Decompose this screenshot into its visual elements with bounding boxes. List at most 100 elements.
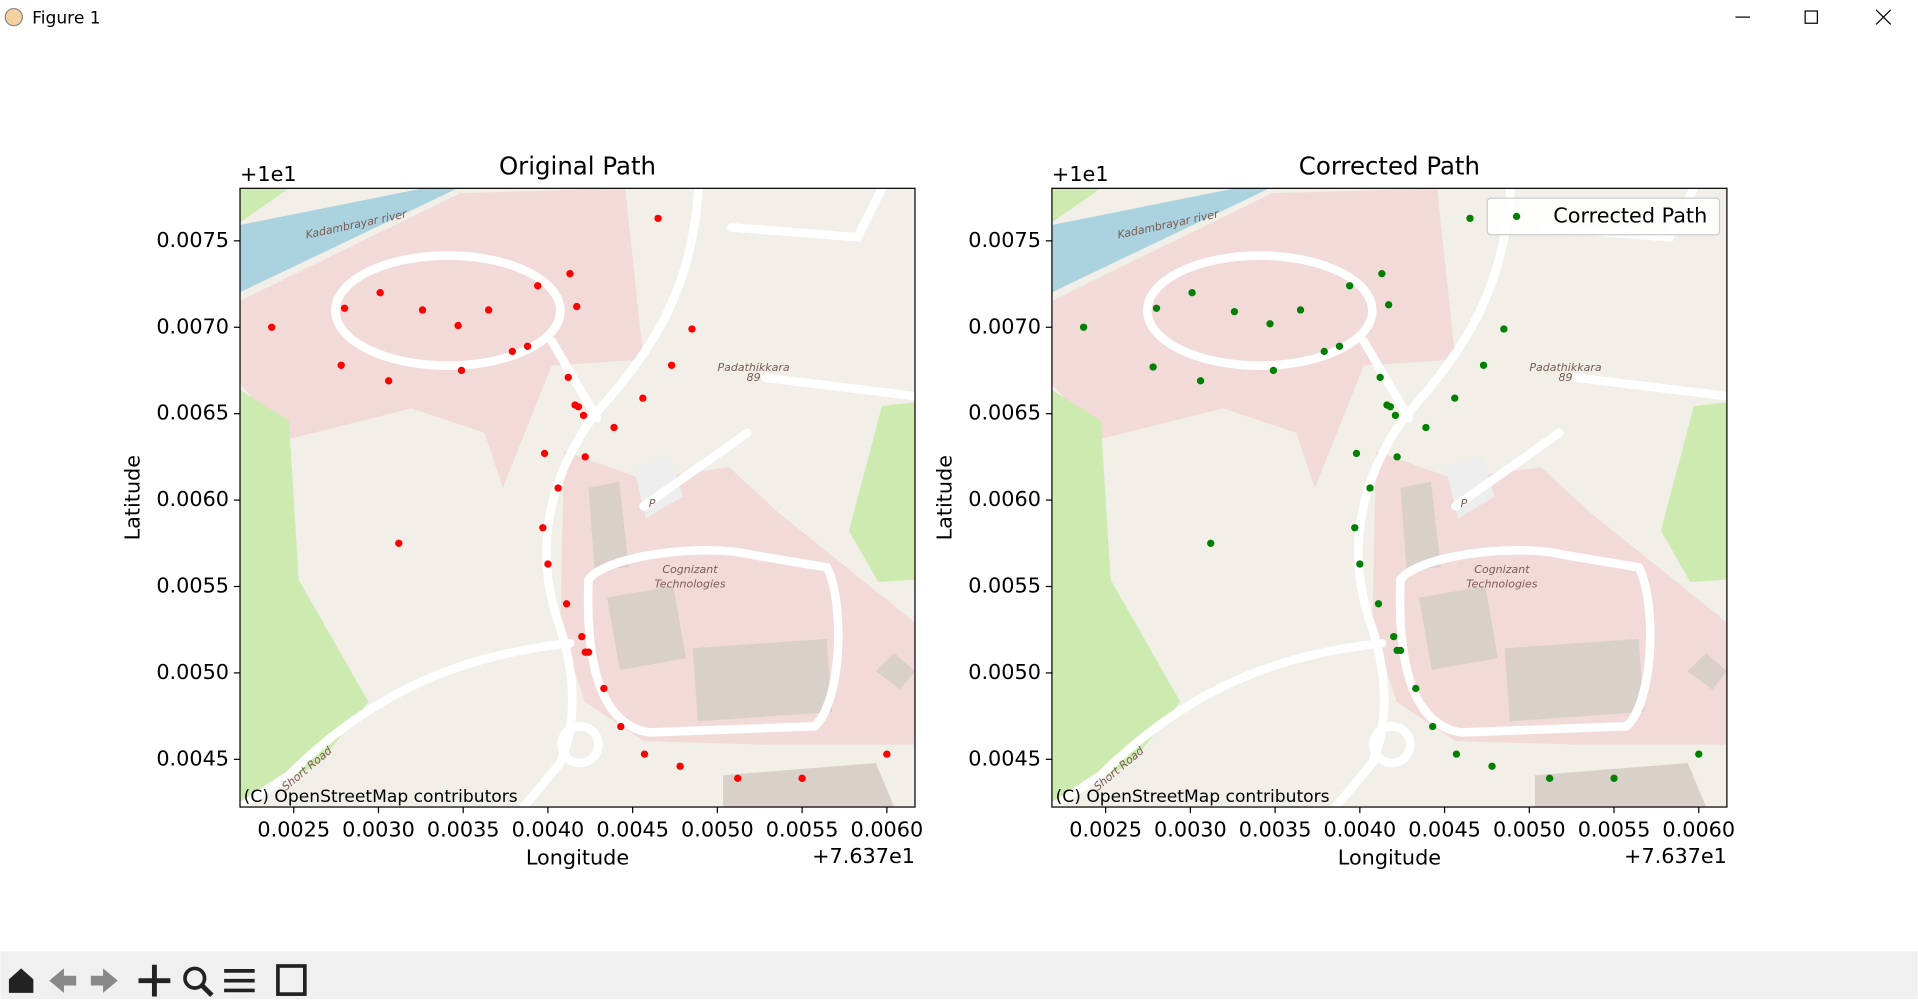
y-tick-label: 0.0045 (968, 746, 1041, 770)
point (1335, 342, 1344, 350)
home-button[interactable] (8, 968, 34, 993)
forward-button[interactable] (90, 968, 118, 993)
point (1152, 304, 1161, 312)
point (544, 560, 552, 568)
point (688, 325, 696, 333)
attribution: (C) OpenStreetMap contributors (1056, 787, 1330, 807)
point (1356, 560, 1364, 568)
x-tick-label: 0.0055 (1578, 817, 1651, 841)
point (734, 774, 742, 783)
point (457, 366, 466, 375)
point (1296, 306, 1305, 314)
point (584, 648, 593, 656)
pan-button[interactable] (138, 964, 171, 997)
x-tick-label: 0.0035 (1239, 817, 1312, 841)
y-tick-label: 0.0055 (968, 573, 1041, 597)
zoom-button[interactable] (183, 966, 214, 998)
point (667, 361, 676, 369)
point (654, 214, 662, 223)
point (1451, 394, 1459, 402)
point (539, 524, 547, 532)
y-tick-label: 0.0055 (156, 573, 229, 597)
map-label: Cognizant (662, 563, 718, 576)
x-tick-label: 0.0040 (1324, 817, 1397, 841)
y-tick-label: 0.0070 (156, 314, 229, 338)
point (484, 306, 493, 314)
attribution: (C) OpenStreetMap contributors (244, 787, 518, 807)
axes-frame (1051, 187, 1728, 808)
point (581, 453, 589, 461)
point (1545, 774, 1554, 783)
maximize-button[interactable] (1804, 10, 1818, 24)
x-tick-label: 0.0050 (681, 817, 754, 841)
point (1374, 600, 1383, 608)
y-axis-label: Latitude (121, 455, 145, 540)
y-offset-label: +1e1 (240, 162, 297, 186)
map-label: Padathikkara (1529, 361, 1601, 374)
point (1488, 762, 1496, 770)
point (376, 289, 384, 297)
legend-marker (1512, 212, 1521, 221)
y-tick-label: 0.0075 (156, 228, 229, 252)
x-tick-label: 0.0025 (1069, 817, 1142, 841)
point (676, 762, 684, 770)
back-button[interactable] (49, 968, 77, 993)
configure-button[interactable] (224, 969, 255, 993)
y-tick-label: 0.0060 (968, 487, 1041, 511)
y-offset-label: +1e1 (1052, 162, 1109, 186)
point (1429, 722, 1437, 731)
point (534, 282, 542, 290)
map-label: Technologies (1466, 577, 1537, 590)
y-tick-label: 0.0065 (156, 401, 229, 425)
point (1320, 347, 1328, 356)
x-offset-label: +7.637e1 (812, 844, 915, 868)
point (1079, 323, 1088, 331)
chart-title: Corrected Path (1299, 152, 1480, 181)
point (1366, 484, 1374, 492)
point (268, 323, 276, 331)
axes-frame (239, 187, 916, 808)
point (1376, 373, 1384, 382)
x-tick-label: 0.0025 (257, 817, 330, 841)
point (579, 411, 588, 420)
point (1384, 301, 1393, 309)
legend-label: Corrected Path (1553, 203, 1707, 227)
y-tick-label: 0.0060 (156, 487, 229, 511)
x-offset-label: +7.637e1 (1624, 844, 1727, 868)
point (1269, 366, 1278, 375)
close-button[interactable] (1875, 9, 1892, 25)
point (573, 302, 581, 311)
x-tick-label: 0.0045 (596, 817, 669, 841)
point (1391, 411, 1400, 420)
map-label: P (1461, 497, 1468, 510)
point (564, 373, 572, 382)
point (523, 342, 532, 350)
window-title: Figure 1 (32, 8, 101, 28)
toolbar (0, 951, 1918, 999)
x-tick-label: 0.0040 (512, 817, 585, 841)
x-tick-label: 0.0030 (1154, 817, 1227, 841)
point (562, 600, 571, 608)
y-tick-label: 0.0065 (968, 401, 1041, 425)
point (395, 539, 403, 547)
x-axis-label: Longitude (1338, 845, 1441, 869)
point (1412, 684, 1420, 693)
y-tick-label: 0.0050 (156, 660, 229, 684)
y-tick-label: 0.0050 (968, 660, 1041, 684)
point (1695, 750, 1703, 758)
point (566, 270, 574, 278)
point (1500, 325, 1508, 333)
save-button[interactable] (276, 964, 307, 996)
point (1378, 270, 1386, 278)
x-tick-label: 0.0060 (851, 817, 924, 841)
point (1386, 403, 1395, 411)
chart-title: Original Path (499, 152, 656, 181)
point (1230, 308, 1239, 316)
map-tiles (240, 188, 915, 807)
point (1396, 646, 1405, 655)
point (1466, 214, 1474, 223)
point (574, 403, 583, 411)
map-tiles (1052, 188, 1727, 807)
point (600, 684, 608, 693)
legend: Corrected Path (1486, 197, 1721, 236)
